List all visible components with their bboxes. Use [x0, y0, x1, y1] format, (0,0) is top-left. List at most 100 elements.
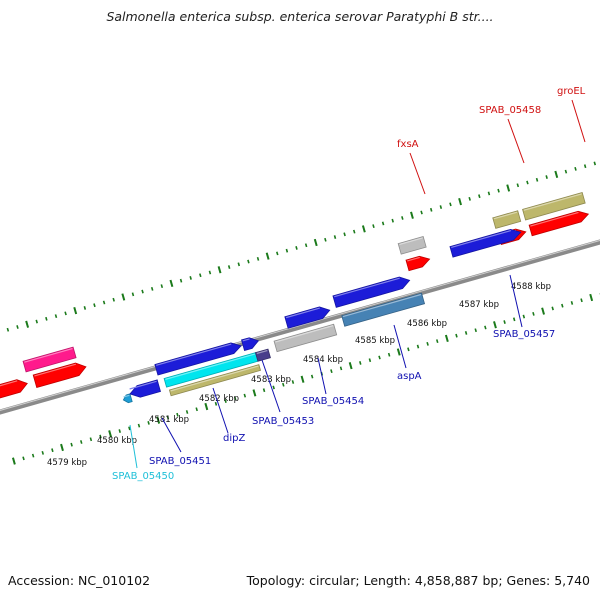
- tick-mark: [487, 191, 491, 196]
- tick-mark: [300, 375, 305, 383]
- tick-mark: [368, 358, 372, 363]
- gene-label: SPAB_05457: [493, 329, 555, 340]
- lower-tick-row: [11, 293, 600, 465]
- tick-mark: [564, 169, 568, 174]
- tick-mark: [185, 410, 189, 414]
- genome-stats: Topology: circular; Length: 4,858,887 bp…: [246, 573, 590, 588]
- tick-mark: [410, 211, 414, 219]
- scale-label: 4580 kbp: [97, 436, 137, 446]
- upper-tick-row: [6, 161, 597, 332]
- tick-mark: [54, 314, 58, 319]
- tick-mark: [131, 292, 135, 297]
- tick-mark: [45, 316, 48, 321]
- gene-highlight: [0, 380, 18, 387]
- gene-label: SPAB_05453: [252, 416, 314, 427]
- gene-arrow-blue: [241, 337, 260, 352]
- gene-label: SPAB_05451: [149, 456, 211, 467]
- gene-highlight: [493, 211, 518, 220]
- tick-mark: [208, 270, 212, 275]
- gene-arrow-gray: [273, 323, 338, 353]
- backbone-highlight: [0, 239, 600, 411]
- tick-mark: [121, 293, 126, 301]
- tick-mark: [237, 262, 241, 267]
- tick-mark: [189, 276, 192, 280]
- tick-mark: [73, 307, 78, 315]
- scale-label: 4584 kbp: [303, 355, 343, 365]
- tick-mark: [449, 202, 452, 207]
- tick-mark: [439, 205, 443, 209]
- tick-mark: [551, 306, 554, 311]
- tick-mark: [426, 341, 429, 346]
- tick-mark: [137, 423, 141, 428]
- tick-mark: [474, 328, 477, 333]
- tick-mark: [580, 298, 583, 303]
- gene-arrow-red: [0, 379, 28, 399]
- tick-mark: [6, 327, 10, 332]
- gene-highlight: [275, 325, 334, 343]
- tick-mark: [574, 167, 577, 171]
- tick-mark: [464, 331, 468, 335]
- tick-mark: [272, 385, 275, 390]
- tick-mark: [262, 388, 266, 393]
- tick-mark: [324, 237, 327, 242]
- tick-mark: [407, 347, 410, 352]
- tick-mark: [204, 402, 209, 411]
- tick-mark: [372, 224, 375, 229]
- tick-mark: [64, 311, 67, 316]
- tick-mark: [112, 297, 115, 302]
- gene-leader-line: [129, 424, 138, 469]
- tick-mark: [118, 429, 121, 433]
- tick-mark: [313, 238, 318, 247]
- tick-mark: [545, 175, 548, 179]
- gene-highlight: [334, 277, 400, 298]
- tick-mark: [243, 393, 247, 398]
- tick-mark: [339, 366, 343, 371]
- scale-label: 4582 kbp: [199, 394, 239, 404]
- gene-leader-line: [161, 417, 182, 453]
- tick-mark: [435, 339, 439, 344]
- scale-label: 4587 kbp: [459, 300, 499, 310]
- gene-highlight: [285, 307, 320, 319]
- tick-mark: [233, 396, 237, 401]
- tick-mark: [83, 306, 87, 310]
- gene-highlight: [530, 211, 579, 227]
- tick-mark: [227, 265, 231, 269]
- scale-label: 4579 kbp: [47, 458, 87, 468]
- tick-mark: [570, 301, 574, 305]
- gene-arrow-gray: [397, 235, 427, 255]
- tick-mark: [455, 333, 458, 338]
- tick-mark: [60, 443, 64, 452]
- tick-mark: [217, 266, 222, 274]
- tick-mark: [247, 259, 250, 264]
- tick-mark: [589, 293, 594, 302]
- gene-arrow-blue: [449, 228, 522, 258]
- tick-mark: [503, 320, 506, 324]
- tick-mark: [166, 415, 170, 420]
- gene-arrow-blue: [284, 306, 331, 329]
- tick-mark: [554, 170, 559, 178]
- tick-mark: [361, 225, 366, 233]
- tick-mark: [522, 314, 526, 319]
- tick-mark: [89, 437, 93, 442]
- tick-mark: [352, 229, 356, 234]
- genome-backbone: [0, 239, 600, 415]
- tick-mark: [401, 216, 404, 220]
- gene-highlight: [399, 237, 423, 246]
- tick-mark: [35, 319, 38, 324]
- gene-arrow-slate: [254, 348, 271, 362]
- gene-leader-line: [409, 152, 426, 195]
- tick-mark: [160, 284, 164, 289]
- tick-mark: [497, 188, 500, 193]
- gene-leader-line: [317, 357, 327, 395]
- scale-label: 4581 kbp: [149, 415, 189, 425]
- gene-highlight: [24, 347, 73, 363]
- gene-highlight: [407, 256, 420, 262]
- gene-highlight: [170, 365, 259, 392]
- tick-mark: [176, 412, 179, 417]
- gene-label: aspA: [397, 371, 422, 382]
- tick-mark: [391, 218, 394, 223]
- gene-highlight: [165, 353, 256, 380]
- gene-arrow-red: [32, 362, 87, 389]
